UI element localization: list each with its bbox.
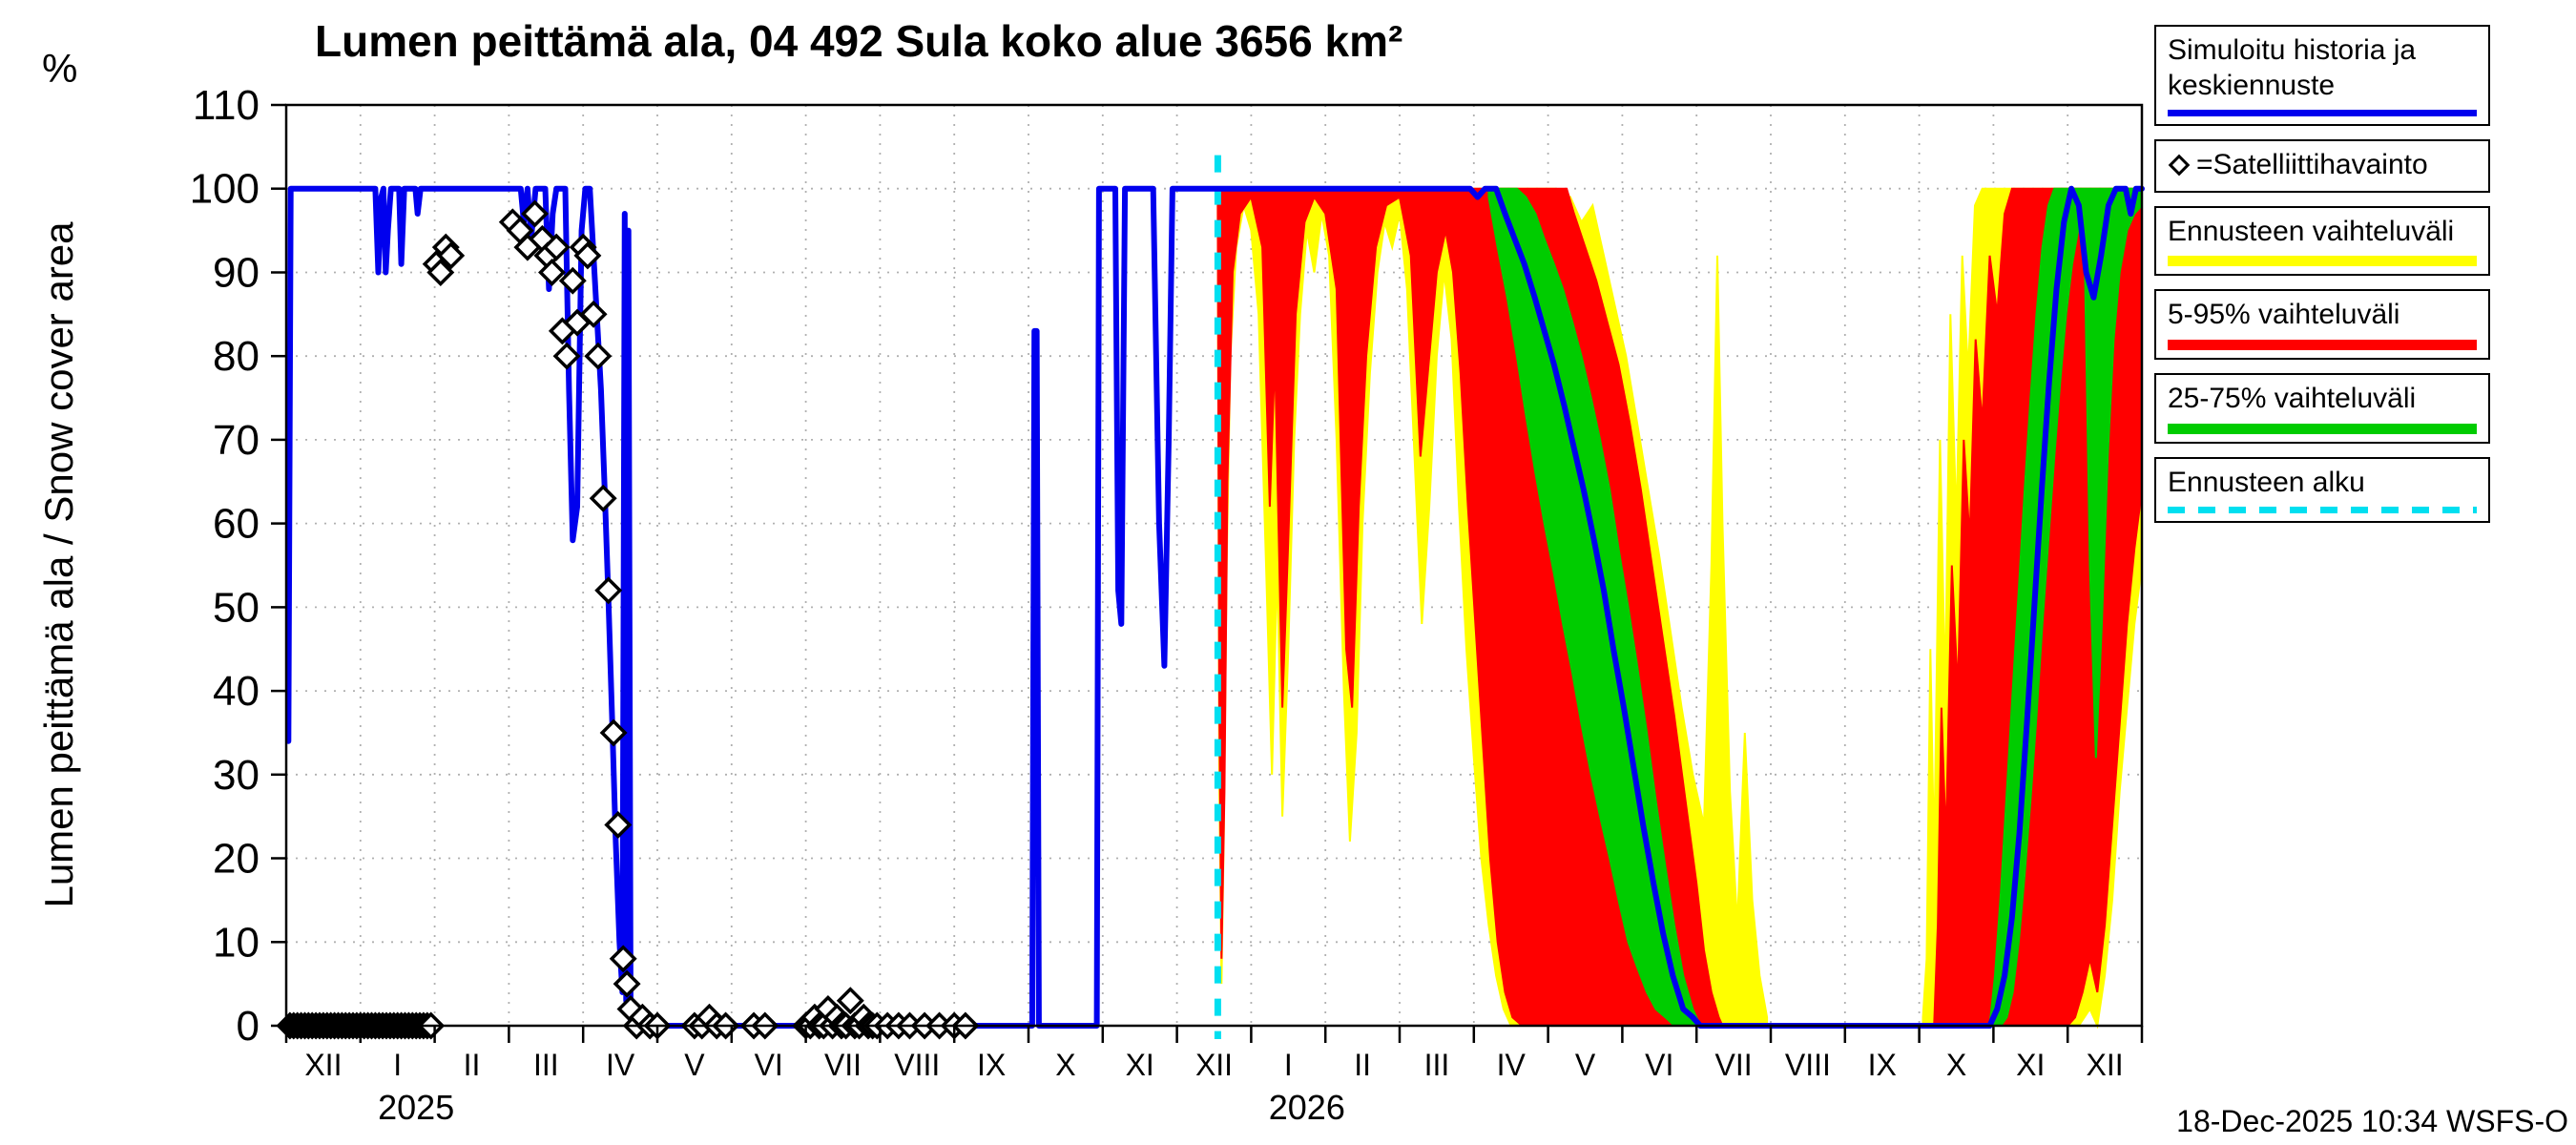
y-tick-label: 10: [213, 919, 260, 966]
legend-label: Simuloitu historia ja keskiennuste: [2168, 34, 2417, 101]
x-month-label: I: [393, 1048, 402, 1082]
legend-label: Ennusteen vaihteluväli: [2168, 215, 2455, 247]
x-month-label: IX: [977, 1048, 1006, 1082]
timestamp: 18-Dec-2025 10:34 WSFS-O: [2176, 1104, 2568, 1138]
legend: Simuloitu historia ja keskiennuste =Satel…: [2154, 25, 2490, 524]
x-year-label: 2025: [378, 1088, 454, 1127]
y-tick-label: 80: [213, 333, 260, 380]
x-month-label: X: [1946, 1048, 1966, 1082]
x-month-label: XII: [2087, 1048, 2124, 1082]
legend-item-range-25-75: 25-75% vaihteluväli: [2154, 372, 2490, 444]
legend-label: =Satelliittihavainto: [2196, 149, 2428, 181]
satellite-observation-diamond: [836, 987, 864, 1015]
legend-label: 25-75% vaihteluväli: [2168, 382, 2417, 414]
mean-forecast-line: [285, 185, 2145, 1029]
plot-frame: [284, 103, 2144, 1028]
satellite-observation-diamond: [437, 241, 466, 270]
x-month-label: II: [1354, 1048, 1371, 1082]
x-month-label: III: [533, 1048, 559, 1082]
satellite-observation-diamond: [594, 576, 623, 605]
x-month-label: III: [1424, 1048, 1450, 1082]
satellite-observation-diamond: [599, 718, 628, 747]
satellite-observation-diamond: [426, 259, 455, 286]
x-month-label: II: [464, 1048, 481, 1082]
satellite-observation-diamond: [613, 969, 641, 998]
satellite-observation-diamond: [604, 811, 633, 839]
satellite-observation-diamond: [542, 233, 571, 261]
chart-title: Lumen peittämä ala, 04 492 Sula koko alu…: [315, 16, 1403, 66]
x-month-label: XI: [2016, 1048, 2045, 1082]
satellite-diamond-icon: [2168, 155, 2191, 177]
x-month-label: IV: [606, 1048, 635, 1082]
satellite-observation-diamond: [579, 300, 608, 328]
satellite-observation-diamond: [538, 259, 566, 286]
satellite-observation-diamond: [609, 945, 637, 973]
x-month-label: XI: [1126, 1048, 1154, 1082]
legend-color-bar: [2168, 110, 2477, 117]
legend-label: Ennusteen alku: [2168, 466, 2365, 498]
y-axis-unit: %: [42, 46, 78, 91]
y-tick-label: 90: [213, 250, 260, 297]
x-month-label: IX: [1868, 1048, 1897, 1082]
satellite-observation-diamond: [552, 342, 581, 370]
y-tick-label: 60: [213, 501, 260, 548]
legend-color-bar: [2168, 256, 2477, 267]
satellite-observation-diamond: [558, 266, 587, 295]
x-year-label: 2026: [1269, 1088, 1345, 1127]
y-tick-label: 40: [213, 668, 260, 715]
y-axis-label: Lumen peittämä ala / Snow cover area: [36, 221, 81, 908]
y-tick-label: 70: [213, 417, 260, 464]
legend-item-forecast-range: Ennusteen vaihteluväli: [2154, 205, 2490, 277]
x-month-label: V: [1575, 1048, 1596, 1082]
legend-label: 5-95% vaihteluväli: [2168, 299, 2400, 331]
satellite-observation-diamond: [589, 484, 617, 512]
x-month-label: X: [1055, 1048, 1075, 1082]
x-month-label: XII: [304, 1048, 342, 1082]
satellite-observation-diamond: [521, 199, 550, 228]
y-tick-label: 50: [213, 584, 260, 631]
legend-item-forecast-start: Ennusteen alku: [2154, 456, 2490, 524]
x-month-label: VII: [1715, 1048, 1753, 1082]
x-month-label: IV: [1497, 1048, 1527, 1082]
y-tick-label: 20: [213, 836, 260, 883]
x-month-label: VIII: [1785, 1048, 1831, 1082]
legend-item-range-5-95: 5-95% vaihteluväli: [2154, 289, 2490, 360]
satellite-observation-diamond: [584, 342, 613, 370]
x-month-label: XII: [1195, 1048, 1233, 1082]
satellite-observation-diamond: [573, 241, 602, 270]
x-month-label: VII: [824, 1048, 862, 1082]
x-month-label: VI: [1645, 1048, 1673, 1082]
y-tick-label: 100: [190, 166, 260, 213]
y-tick-label: 0: [237, 1003, 260, 1050]
legend-color-bar: [2168, 339, 2477, 350]
legend-color-bar: [2168, 423, 2477, 434]
x-month-label: V: [684, 1048, 705, 1082]
x-month-label: VIII: [894, 1048, 940, 1082]
x-month-label: I: [1284, 1048, 1293, 1082]
y-tick-label: 110: [193, 82, 260, 129]
y-tick-label: 30: [213, 752, 260, 799]
legend-color-bar: [2168, 507, 2477, 514]
legend-item-satellite: =Satelliittihavainto: [2154, 139, 2490, 193]
legend-item-sim-history: Simuloitu historia ja keskiennuste: [2154, 25, 2490, 127]
x-month-label: VI: [755, 1048, 783, 1082]
